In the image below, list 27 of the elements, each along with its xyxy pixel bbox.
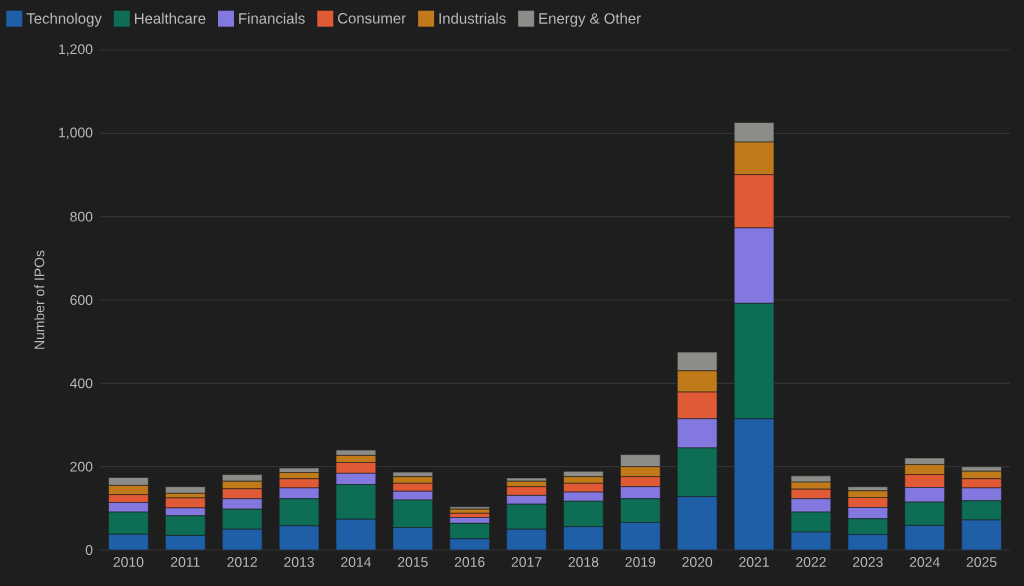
bar <box>506 503 547 530</box>
bar <box>563 476 604 484</box>
bar <box>961 466 1002 472</box>
bar <box>961 519 1002 550</box>
bar <box>392 471 434 477</box>
bar <box>392 499 434 528</box>
bar <box>165 515 206 536</box>
bar <box>790 481 832 490</box>
bar <box>108 477 149 486</box>
bar <box>108 485 149 495</box>
bar <box>392 483 434 492</box>
bar <box>677 496 718 550</box>
bar <box>165 486 206 494</box>
bar <box>392 476 434 484</box>
bar <box>165 497 206 509</box>
bar <box>221 474 263 482</box>
bar <box>904 525 945 550</box>
bar <box>790 475 832 483</box>
bar <box>734 418 774 550</box>
bar <box>563 526 604 550</box>
bar <box>335 449 377 456</box>
bar <box>449 523 490 540</box>
bar <box>506 486 547 496</box>
bar <box>620 522 661 550</box>
bar <box>279 525 319 550</box>
bar <box>278 467 320 473</box>
bar <box>336 519 376 550</box>
